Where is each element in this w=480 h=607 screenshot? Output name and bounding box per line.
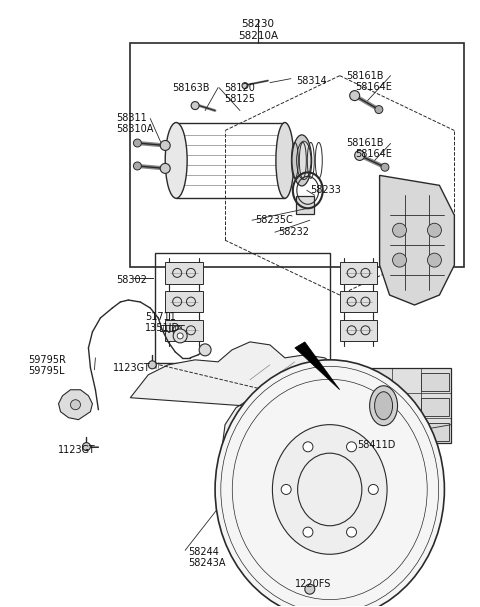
Circle shape [281,484,291,495]
Circle shape [199,344,211,356]
Text: 1351JD: 1351JD [145,323,180,333]
Bar [165,262,203,283]
Text: 58210A: 58210A [238,31,278,41]
Text: 58161B: 58161B [346,138,383,149]
Circle shape [133,162,142,170]
Text: 58235C: 58235C [255,215,293,225]
Circle shape [160,140,170,151]
Bar [130,42,464,267]
Circle shape [355,151,365,160]
Bar [361,368,451,443]
Circle shape [305,584,315,594]
Text: 1220FS: 1220FS [295,579,331,589]
Circle shape [148,361,156,369]
Text: 58161B: 58161B [346,70,383,81]
Text: 59795R: 59795R [29,355,67,365]
Bar [340,319,377,341]
Ellipse shape [374,392,393,419]
Bar [421,373,449,391]
Text: 58243A: 58243A [188,558,226,568]
Circle shape [393,223,407,237]
Bar [165,291,203,313]
Circle shape [393,253,407,267]
Polygon shape [130,342,348,503]
Circle shape [368,484,378,495]
Circle shape [177,333,183,339]
Bar [340,291,377,313]
Bar [421,398,449,416]
Text: 58232: 58232 [278,227,309,237]
Circle shape [71,400,81,410]
Text: 58244: 58244 [188,548,219,557]
Text: 58311: 58311 [116,112,147,123]
Polygon shape [380,175,455,305]
Ellipse shape [273,425,387,554]
Text: 59795L: 59795L [29,366,65,376]
Text: 51711: 51711 [145,312,176,322]
Circle shape [83,443,90,450]
Text: 58411D: 58411D [358,439,396,450]
Circle shape [428,253,442,267]
Ellipse shape [215,360,444,607]
Circle shape [347,527,357,537]
Text: 58125: 58125 [224,93,255,104]
Polygon shape [295,342,340,390]
Circle shape [347,442,357,452]
Circle shape [303,442,313,452]
Text: 58164E: 58164E [356,82,393,92]
Circle shape [303,527,313,537]
Ellipse shape [370,386,397,426]
Text: 58310A: 58310A [116,123,154,134]
Ellipse shape [165,123,187,198]
Text: 58230: 58230 [241,19,275,29]
Circle shape [428,223,442,237]
Circle shape [242,83,248,89]
Bar [421,422,449,441]
Text: 1123GT: 1123GT [58,444,95,455]
Bar [296,196,314,214]
Circle shape [375,106,383,114]
Ellipse shape [292,135,312,186]
Ellipse shape [276,123,294,198]
Ellipse shape [297,141,311,180]
Text: 58302: 58302 [116,275,147,285]
Bar [165,319,203,341]
Circle shape [381,163,389,171]
Text: 1123GT: 1123GT [113,363,151,373]
Circle shape [350,90,360,101]
Circle shape [160,163,170,174]
Text: 58164E: 58164E [356,149,393,160]
Text: 58120: 58120 [224,83,255,93]
Text: 58163B: 58163B [172,83,210,93]
Circle shape [133,139,142,147]
Text: 58233: 58233 [310,185,341,195]
Circle shape [191,101,199,109]
Bar [155,253,330,363]
Circle shape [173,329,187,343]
Bar [340,262,377,283]
Polygon shape [59,390,93,419]
Text: 58314: 58314 [296,76,326,86]
Polygon shape [240,402,285,444]
